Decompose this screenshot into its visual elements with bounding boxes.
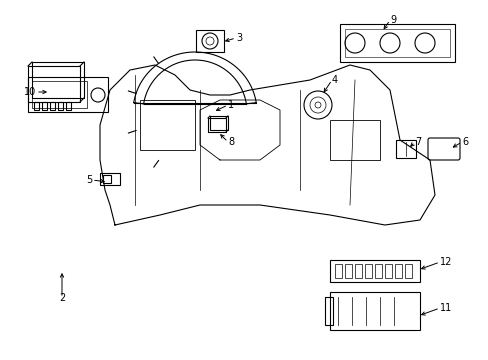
Bar (34, 102, 39, 110)
Text: 10: 10 (24, 87, 36, 97)
Text: 7: 7 (414, 137, 420, 147)
Text: 5: 5 (85, 175, 92, 185)
Bar (32, 62, 84, 98)
Bar (209, 116, 227, 130)
Text: 2: 2 (59, 293, 65, 303)
Bar (196, 30, 224, 52)
Bar (339, 24, 454, 62)
Text: 1: 1 (227, 100, 234, 110)
Bar (32, 81, 87, 108)
Bar (395, 140, 415, 158)
Text: 4: 4 (331, 75, 337, 85)
Text: 12: 12 (439, 257, 451, 267)
Bar (42, 102, 47, 110)
Bar (374, 264, 381, 278)
Bar (404, 264, 411, 278)
Text: 6: 6 (461, 137, 467, 147)
Bar (103, 175, 111, 183)
Text: 8: 8 (227, 137, 234, 147)
Bar (50, 102, 55, 110)
Bar (100, 173, 120, 185)
Bar (345, 264, 351, 278)
Bar (329, 120, 379, 160)
Bar (364, 264, 371, 278)
Bar (28, 66, 80, 102)
Bar (345, 29, 449, 57)
Text: 9: 9 (389, 15, 395, 25)
Text: 3: 3 (236, 33, 242, 43)
Bar (394, 264, 401, 278)
Bar (207, 118, 225, 132)
Bar (384, 264, 391, 278)
Bar (354, 264, 361, 278)
Bar (28, 77, 108, 112)
Bar (329, 260, 419, 282)
Bar (329, 292, 419, 330)
Bar (66, 102, 71, 110)
Bar (334, 264, 341, 278)
Bar (58, 102, 63, 110)
Bar (140, 100, 195, 150)
Bar (325, 297, 332, 325)
Text: 11: 11 (439, 303, 451, 313)
